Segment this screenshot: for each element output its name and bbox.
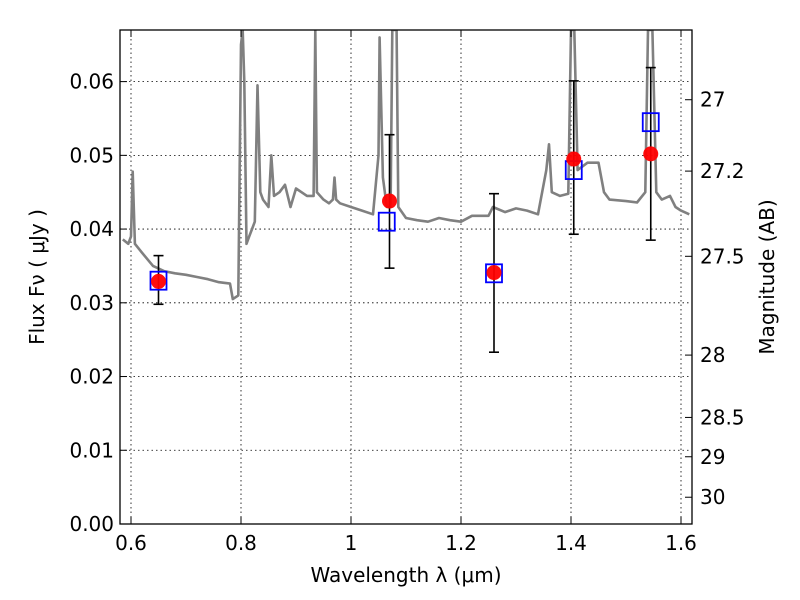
magnitude-tick-label: 28	[700, 343, 725, 367]
x-tick-label: 1	[345, 531, 358, 555]
magnitude-tick-label: 27.2	[700, 159, 745, 183]
x-tick-label: 0.8	[225, 531, 257, 555]
model-point	[485, 263, 503, 284]
x-axis-title: Wavelength λ (μm)	[310, 563, 501, 587]
observed-point	[151, 273, 166, 289]
y-tick-label: 0.03	[69, 291, 114, 315]
y-axis-ticks: 0.00 0.01 0.02 0.03 0.04 0.05 0.06	[69, 70, 127, 536]
magnitude-tick-label: 27	[700, 88, 725, 112]
plot-frame	[119, 29, 693, 525]
y-tick-label: 0.01	[69, 438, 114, 462]
magnitude-tick-label: 28.5	[700, 405, 745, 429]
x-axis-ticks: 0.6 0.8 1 1.2 1.4 1.6	[115, 30, 697, 555]
x-tick-label: 1.2	[445, 531, 477, 555]
y-tick-label: 0.06	[69, 70, 114, 94]
magnitude-tick-label: 29	[700, 445, 725, 469]
model-point	[641, 112, 660, 133]
x-tick-label: 1.6	[665, 531, 697, 555]
observed-point	[566, 151, 582, 167]
model-points	[149, 112, 660, 291]
y-tick-label: 0.02	[69, 365, 114, 389]
sed-model-curve	[121, 30, 690, 301]
observed-point	[643, 146, 659, 162]
magnitude-tick-label: 30	[700, 485, 725, 509]
observed-points	[151, 146, 659, 289]
y-tick-label: 0.00	[69, 512, 114, 536]
x-tick-label: 0.6	[115, 531, 147, 555]
sed-line	[121, 30, 690, 301]
observed-point	[486, 265, 502, 281]
x-tick-label: 1.4	[555, 531, 587, 555]
magnitude-axis-ticks: 27 27.2 27.5 28 28.5 29 30	[685, 88, 745, 509]
plot-background	[120, 30, 692, 524]
model-point	[149, 270, 168, 291]
magnitude-tick-label: 27.5	[700, 244, 745, 268]
observed-point	[382, 193, 397, 209]
y-tick-label: 0.05	[69, 143, 114, 167]
model-point	[377, 211, 396, 232]
y-axis-title: Flux Fν ( μJy )	[25, 209, 49, 345]
y-tick-label: 0.04	[69, 217, 114, 241]
magnitude-axis-title: Magnitude (AB)	[755, 199, 779, 354]
